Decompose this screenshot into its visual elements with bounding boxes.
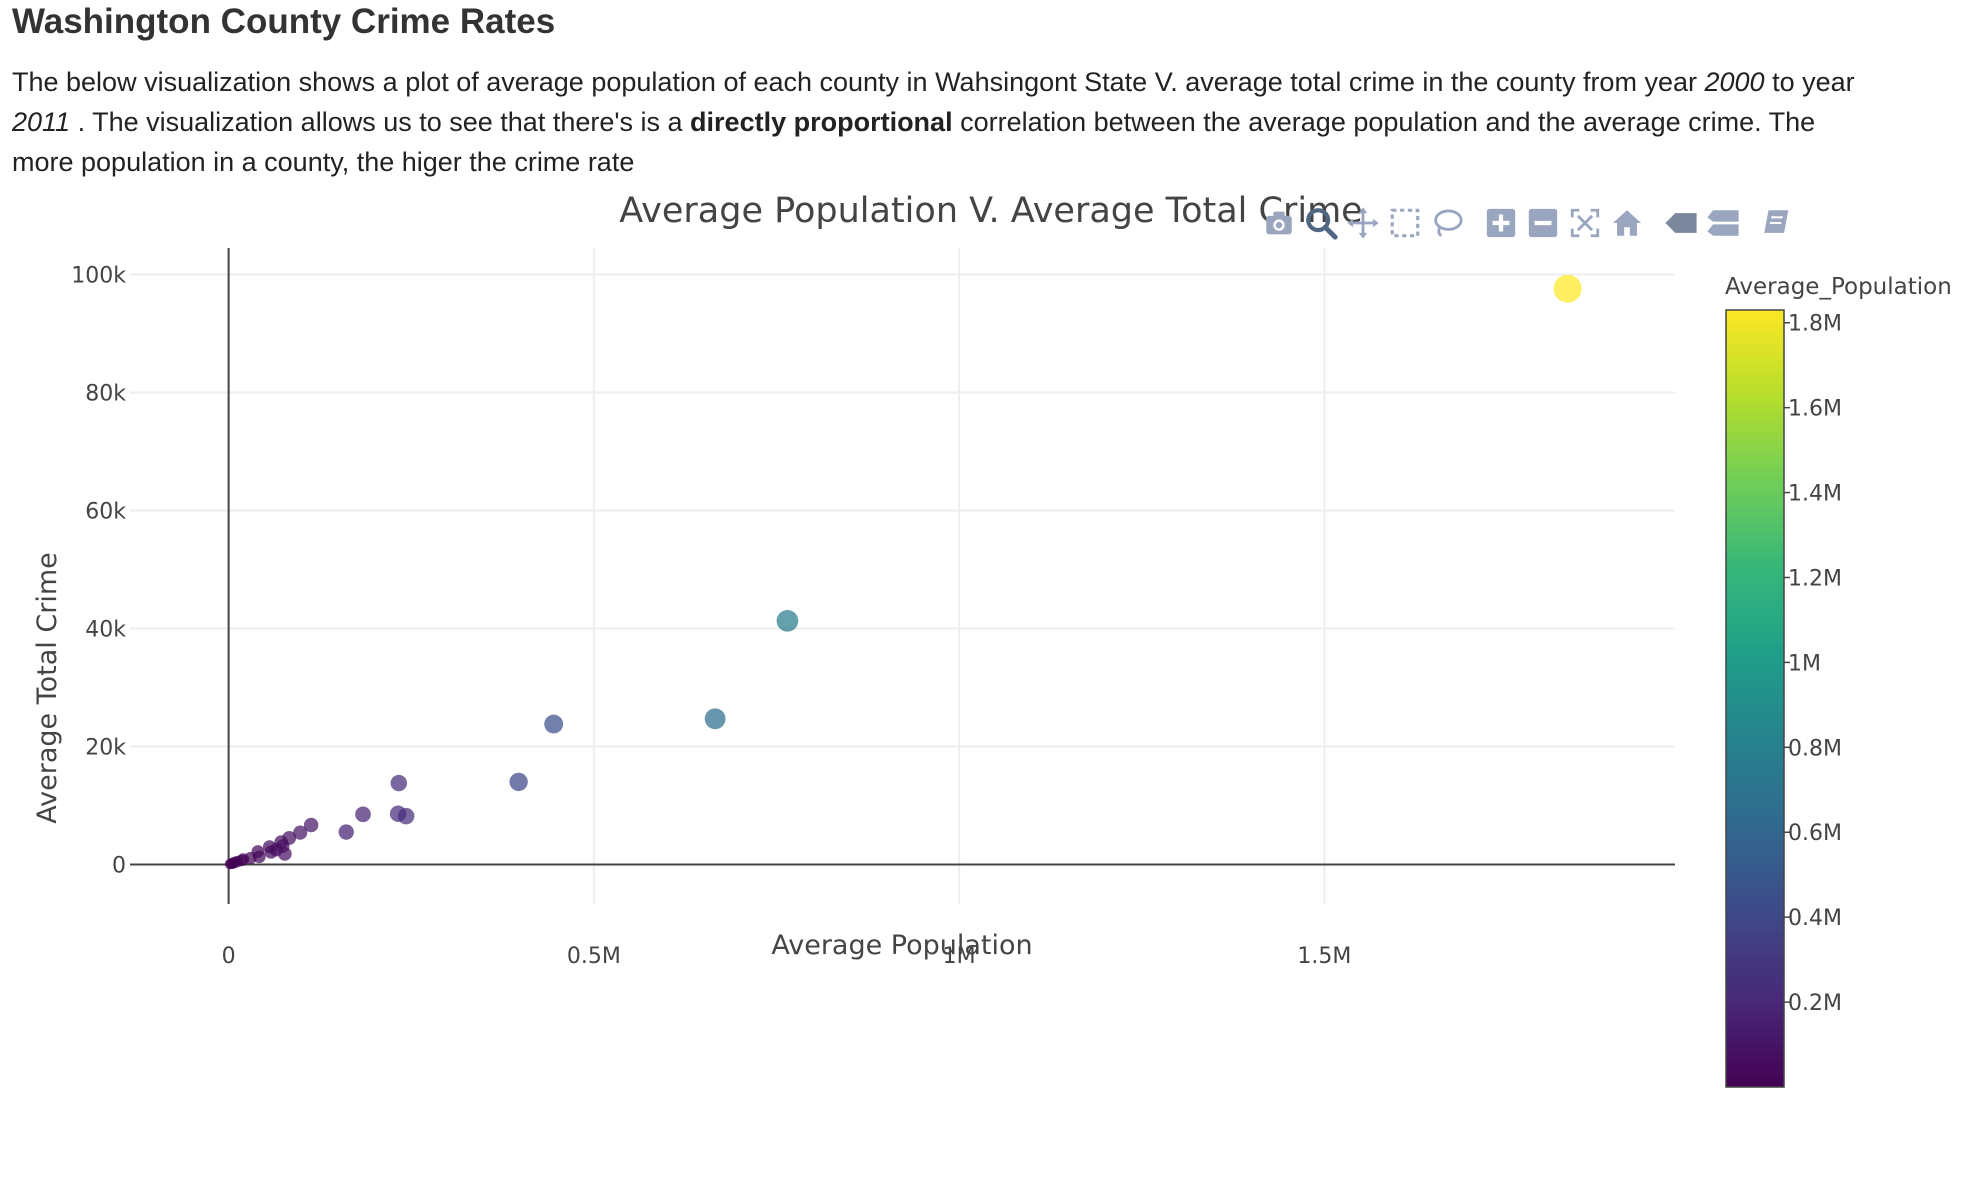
compare-hover-icon[interactable]	[1702, 200, 1744, 246]
data-point[interactable]	[544, 714, 564, 734]
colorbar-tick-label: 0.2M	[1788, 991, 1842, 1016]
scatter-chart[interactable]: 0 0.5M 1M 1.5M 0 20k 40k 60k 80k 100k Average Pop…	[0, 186, 1966, 1204]
closest-hover-icon[interactable]	[1756, 200, 1798, 246]
x-tick-label: 0	[222, 944, 236, 969]
camera-icon[interactable]	[1258, 200, 1300, 246]
zoom-out-icon[interactable]	[1522, 200, 1564, 246]
y-axis-title: Average Total Crime	[32, 552, 63, 823]
data-point[interactable]	[509, 772, 528, 792]
colorbar-tick-label: 1M	[1788, 651, 1821, 676]
tick-labels: 0 0.5M 1M 1.5M 0 20k 40k 60k 80k 100k	[71, 264, 1351, 969]
description-text: to year	[1764, 67, 1855, 97]
colorbar-tick-label: 0.6M	[1788, 821, 1842, 846]
autoscale-icon[interactable]	[1564, 200, 1606, 246]
description-text: . The visualization allows us to see tha…	[70, 107, 691, 137]
reset-axes-icon[interactable]	[1606, 200, 1648, 246]
y-tick-label: 80k	[85, 382, 126, 407]
axes	[130, 248, 1675, 904]
data-point[interactable]	[293, 825, 308, 840]
data-point[interactable]	[1553, 274, 1582, 303]
page-title: Washington County Crime Rates	[12, 2, 556, 41]
gridlines	[130, 248, 1675, 904]
year-end: 2011	[12, 107, 71, 137]
data-point[interactable]	[355, 806, 371, 823]
colorbar[interactable]: Average_Population 0.2M 0.4M 0.6M 0.8M 1M 1.2…	[1725, 274, 1952, 1088]
y-tick-label: 40k	[85, 618, 126, 643]
chart-title: Average Population V. Average Total Crim…	[619, 191, 1362, 231]
y-tick-label: 0	[112, 853, 126, 878]
data-point[interactable]	[224, 858, 236, 870]
emphasis-text: directly proportional	[690, 107, 953, 137]
zoom-in-icon[interactable]	[1480, 200, 1522, 246]
colorbar-tick-label: 0.8M	[1788, 736, 1842, 761]
year-start: 2000	[1704, 67, 1765, 97]
modebar	[1258, 200, 1798, 246]
data-point[interactable]	[278, 847, 292, 861]
colorbar-tick-label: 1.2M	[1788, 566, 1842, 591]
data-points[interactable]	[224, 274, 1582, 870]
box-select-icon[interactable]	[1384, 200, 1426, 246]
lasso-icon[interactable]	[1426, 200, 1468, 246]
spike-lines-icon[interactable]	[1660, 200, 1702, 246]
x-axis-title: Average Population	[771, 930, 1032, 961]
data-point[interactable]	[776, 610, 799, 632]
y-tick-label: 20k	[85, 735, 126, 760]
data-point[interactable]	[264, 845, 278, 859]
colorbar-gradient	[1725, 309, 1785, 1088]
data-point[interactable]	[397, 807, 415, 825]
zoom-icon[interactable]	[1300, 200, 1342, 246]
x-tick-label: 0.5M	[567, 944, 621, 969]
x-tick-label: 1M	[943, 944, 976, 969]
data-point[interactable]	[303, 817, 319, 833]
y-tick-label: 100k	[71, 264, 126, 289]
description-text: The below visualization shows a plot of …	[12, 67, 1705, 97]
description-text: correlation between the average populati…	[12, 107, 1816, 177]
data-point[interactable]	[704, 708, 726, 730]
data-point[interactable]	[390, 774, 408, 792]
colorbar-ticks: 0.2M 0.4M 0.6M 0.8M 1M 1.2M 1.4M 1.6M 1.8M	[1784, 312, 1842, 1016]
y-tick-label: 60k	[85, 500, 126, 525]
colorbar-tick-label: 1.6M	[1788, 397, 1842, 422]
description-paragraph: The below visualization shows a plot of …	[12, 62, 1872, 182]
colorbar-tick-label: 1.8M	[1788, 312, 1842, 337]
colorbar-tick-label: 1.4M	[1788, 482, 1842, 507]
colorbar-title: Average_Population	[1725, 274, 1952, 300]
pan-icon[interactable]	[1342, 200, 1384, 246]
data-point[interactable]	[338, 824, 354, 840]
x-tick-label: 1.5M	[1297, 944, 1351, 969]
colorbar-tick-label: 0.4M	[1788, 906, 1842, 931]
